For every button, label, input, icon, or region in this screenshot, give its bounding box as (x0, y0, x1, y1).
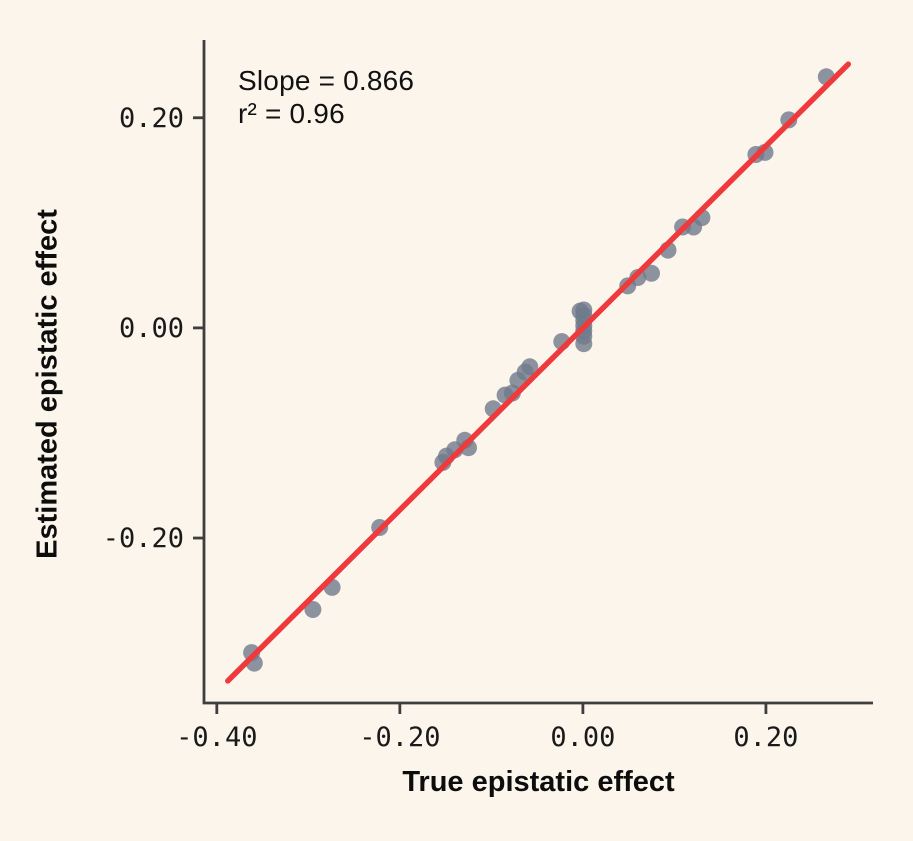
slope-annotation: Slope = 0.866 (238, 65, 415, 96)
scatter-point (521, 358, 539, 376)
scatter-point (643, 264, 660, 282)
y-axis-title: Estimated epistatic effect (31, 209, 64, 559)
stats-annotation: Slope = 0.866 r² = 0.96 (238, 64, 414, 130)
scatter-point (575, 335, 593, 353)
x-tick-label: 0.20 (733, 722, 798, 753)
r-squared-annotation: r² = 0.96 (238, 98, 345, 129)
fit-line (225, 61, 852, 684)
axis-ticks (193, 116, 768, 714)
y-tick-label: -0.20 (103, 523, 184, 554)
scatter-point (629, 269, 647, 286)
axis-tick-labels: -0.40 -0.20 0.00 0.20 0.20 0.00 -0.20 (103, 103, 799, 753)
x-tick-label: 0.00 (550, 722, 615, 753)
scatter-point (304, 601, 322, 618)
x-axis-title: True epistatic effect (402, 766, 675, 798)
axis-spine (202, 40, 873, 705)
regression-line (225, 61, 852, 684)
y-tick-label: 0.00 (119, 313, 184, 344)
axes (202, 40, 873, 705)
y-tick-label: 0.20 (119, 103, 184, 134)
x-tick-label: -0.20 (359, 722, 440, 753)
x-tick-label: -0.40 (176, 722, 257, 753)
